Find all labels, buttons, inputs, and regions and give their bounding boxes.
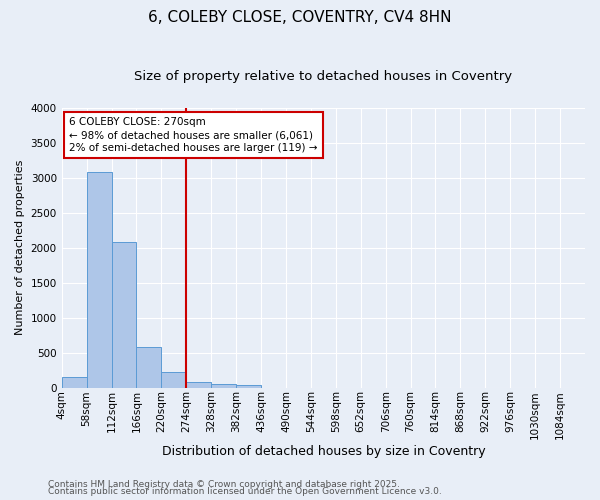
Bar [161,372,186,388]
Text: 6, COLEBY CLOSE, COVENTRY, CV4 8HN: 6, COLEBY CLOSE, COVENTRY, CV4 8HN [148,10,452,25]
Bar [211,384,236,388]
Bar [62,377,86,388]
Y-axis label: Number of detached properties: Number of detached properties [15,160,25,336]
Bar [186,382,211,388]
X-axis label: Distribution of detached houses by size in Coventry: Distribution of detached houses by size … [161,444,485,458]
Bar [112,242,136,388]
Bar [136,347,161,388]
Bar [86,172,112,388]
Text: Contains public sector information licensed under the Open Government Licence v3: Contains public sector information licen… [48,487,442,496]
Title: Size of property relative to detached houses in Coventry: Size of property relative to detached ho… [134,70,512,83]
Bar [236,386,261,388]
Text: 6 COLEBY CLOSE: 270sqm
← 98% of detached houses are smaller (6,061)
2% of semi-d: 6 COLEBY CLOSE: 270sqm ← 98% of detached… [69,117,317,154]
Text: Contains HM Land Registry data © Crown copyright and database right 2025.: Contains HM Land Registry data © Crown c… [48,480,400,489]
